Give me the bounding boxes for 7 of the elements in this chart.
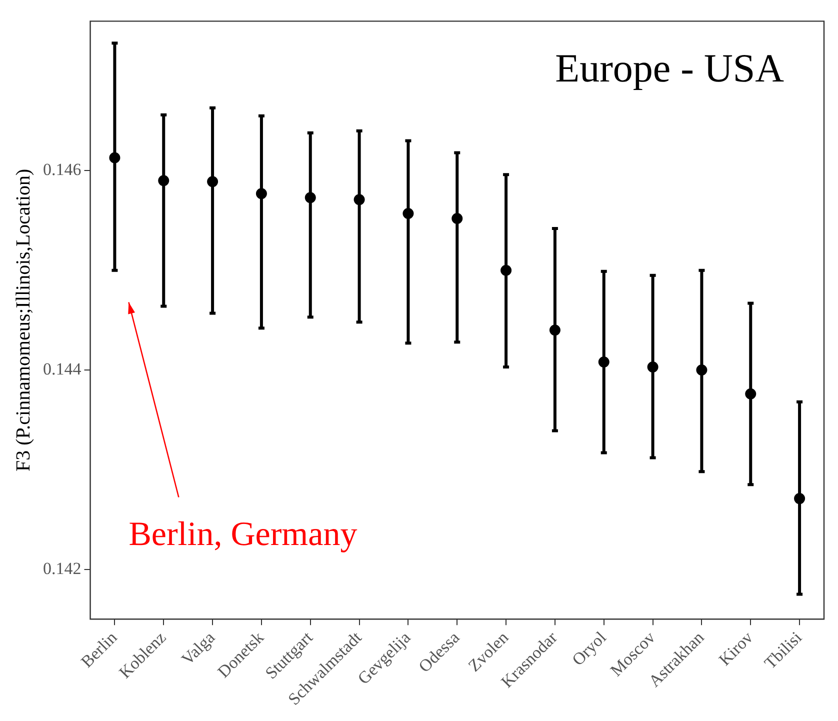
y-tick-label: 0.144 [43, 359, 82, 378]
y-tick-label: 0.146 [43, 160, 82, 180]
y-axis-title: F3 (P.cinnamomeus;Illinois,Location) [12, 168, 34, 472]
annotation: Europe - USA [555, 46, 784, 91]
y-tick-label: 0.142 [43, 558, 82, 578]
annotation: Berlin, Germany [128, 516, 358, 554]
x-tick-label: Valga [178, 628, 219, 669]
